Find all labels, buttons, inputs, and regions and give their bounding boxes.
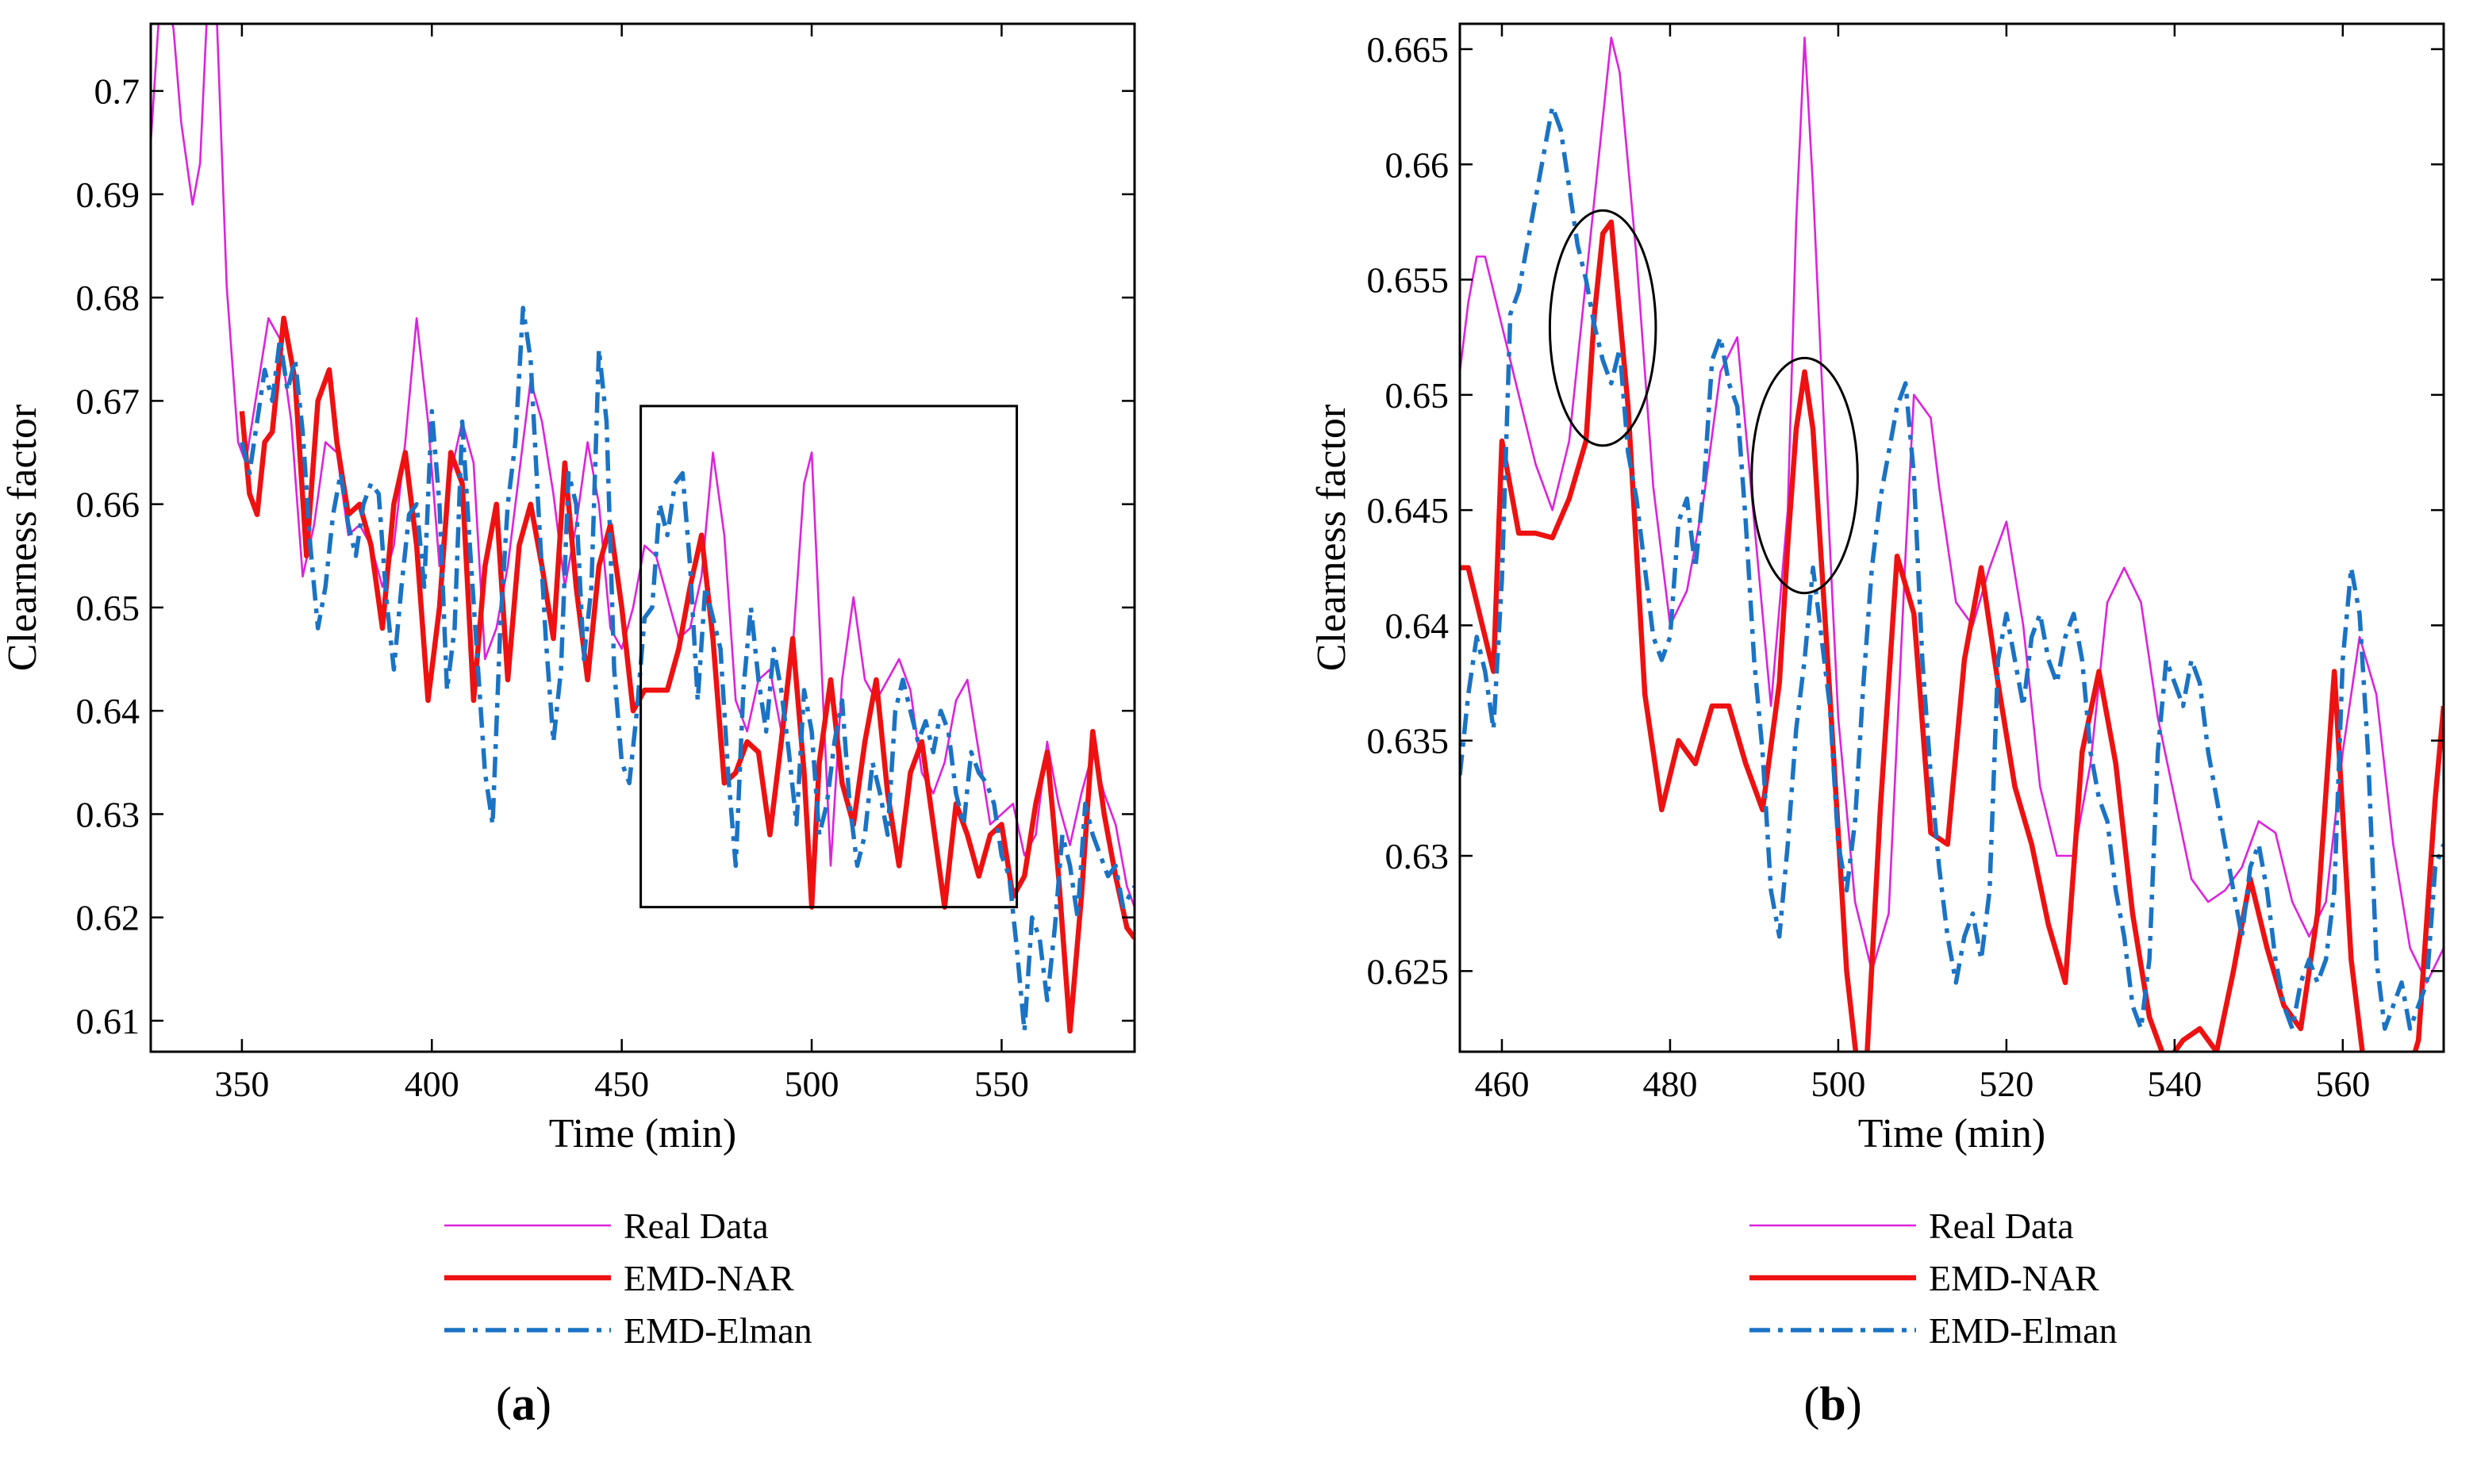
panel-caption-letter: b <box>1819 1378 1845 1430</box>
legend-label: Real Data <box>624 1206 769 1246</box>
x-tick-label: 350 <box>214 1064 269 1104</box>
y-tick-label: 0.655 <box>1367 260 1450 301</box>
x-tick-label: 500 <box>1811 1064 1865 1104</box>
y-axis-label: Clearness factor <box>0 405 45 671</box>
y-tick-label: 0.65 <box>1385 375 1450 416</box>
y-tick-label: 0.66 <box>76 485 140 525</box>
panel-caption: (b) <box>1803 1378 1861 1430</box>
axes-frame <box>149 22 1136 1053</box>
panel-caption: (a) <box>496 1378 551 1430</box>
x-tick-label: 400 <box>405 1064 459 1104</box>
legend-label: EMD-Elman <box>624 1310 812 1351</box>
panel-b: 460 480 500 520 540 560 0.625 0.63 0.635 0.64 0.64… <box>1309 22 2445 1430</box>
zoom-region-rectangle <box>639 405 1019 909</box>
plot-area <box>1460 36 2444 1052</box>
axes-frame <box>1458 22 2445 1053</box>
legend: Real Data EMD-NAR EMD-Elman <box>444 1206 812 1351</box>
plot-area <box>151 24 1135 1034</box>
y-tick-label: 0.66 <box>1385 144 1450 185</box>
y-axis-label: Clearness factor <box>1309 405 1354 671</box>
highlight-circle-2 <box>1750 356 1859 595</box>
series-line-emd-elman <box>1460 104 2444 1031</box>
y-tick-label: 0.62 <box>76 898 140 938</box>
y-tick-label: 0.63 <box>76 794 140 834</box>
x-axis-label: Time (min) <box>1858 1111 2045 1156</box>
y-tick-label: 0.64 <box>1385 605 1450 646</box>
y-tick-label: 0.625 <box>1367 951 1450 991</box>
panel-a: 350 400 450 500 550 0.61 0.62 0.63 0.64 0.65 0.66 0… <box>0 22 1136 1430</box>
legend: Real Data EMD-NAR EMD-Elman <box>1749 1206 2118 1351</box>
y-tick-label: 0.7 <box>94 71 140 112</box>
x-axis-label: Time (min) <box>549 1111 736 1156</box>
series-line-emd-nar <box>1460 219 2444 1052</box>
y-tick-label: 0.64 <box>76 691 140 731</box>
x-tick-label: 500 <box>785 1064 839 1104</box>
y-tick-label: 0.65 <box>76 588 140 628</box>
legend-label: EMD-NAR <box>624 1258 794 1298</box>
y-tick-label: 0.61 <box>76 1001 140 1041</box>
series-line-emd-nar <box>239 315 1135 1034</box>
x-tick-label: 460 <box>1474 1064 1529 1104</box>
legend-label: EMD-Elman <box>1929 1310 2118 1351</box>
highlight-circle-1 <box>1548 209 1657 447</box>
y-tick-label: 0.67 <box>76 381 140 421</box>
y-tick-label: 0.635 <box>1367 721 1450 761</box>
x-tick-label: 450 <box>594 1064 649 1104</box>
y-tick-label: 0.645 <box>1367 490 1450 531</box>
y-tick-label: 0.68 <box>76 278 140 318</box>
x-tick-label: 540 <box>2147 1064 2202 1104</box>
x-tick-label: 480 <box>1642 1064 1697 1104</box>
x-tick-label: 560 <box>2315 1064 2370 1104</box>
y-tick-label: 0.69 <box>76 174 140 215</box>
legend-label: EMD-NAR <box>1929 1258 2099 1298</box>
series-line-emd-elman <box>240 305 1135 1033</box>
series-line-real-data <box>1460 36 2444 984</box>
y-tick-label: 0.665 <box>1367 29 1450 70</box>
legend-label: Real Data <box>1929 1206 2074 1246</box>
x-tick-label: 520 <box>1979 1064 2033 1104</box>
y-tick-label: 0.63 <box>1385 836 1450 876</box>
panel-caption-letter: a <box>512 1378 536 1430</box>
x-tick-label: 550 <box>974 1064 1029 1104</box>
series-line-real-data <box>151 24 1135 908</box>
